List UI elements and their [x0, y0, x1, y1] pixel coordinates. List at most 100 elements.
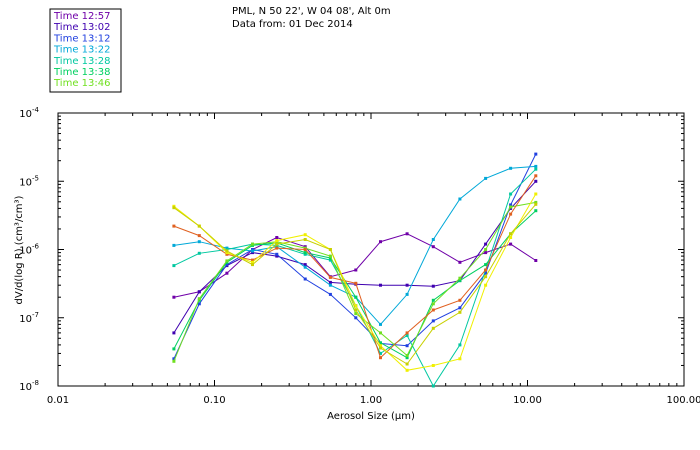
x-axis-title: Aerosol Size (μm) [327, 411, 415, 422]
data-point [197, 297, 201, 301]
data-point [303, 238, 307, 241]
data-point [328, 256, 332, 260]
data-point [484, 251, 488, 255]
data-point [379, 344, 382, 348]
data-point [458, 343, 462, 347]
data-point [303, 252, 307, 256]
y-axis: 10-410-510-610-710-8 [19, 106, 684, 393]
data-point [379, 240, 382, 244]
legend-entry: Time 13:38 [53, 67, 110, 78]
data-point [484, 242, 488, 246]
data-point [275, 239, 279, 243]
series-line-3 [173, 153, 537, 360]
x-tick-label: 0.10 [203, 395, 225, 406]
x-tick-label: 10.00 [513, 395, 542, 406]
data-point [405, 283, 409, 287]
data-point [509, 205, 513, 209]
x-tick-label: 0.01 [47, 395, 69, 406]
data-point [431, 326, 435, 330]
data-point [251, 242, 254, 246]
data-point [509, 232, 513, 236]
data-point [484, 271, 488, 275]
x-axis: 0.01 0.10 1.00 10.00 100.00 [47, 113, 700, 406]
data-point [197, 251, 201, 255]
data-point [509, 192, 513, 196]
data-point [225, 252, 229, 256]
y-tick-label-base: 10 [19, 314, 32, 325]
data-point [534, 174, 538, 178]
data-point [431, 302, 435, 306]
data-point [431, 238, 435, 241]
data-point [484, 176, 488, 180]
data-point [354, 281, 358, 285]
data-point [379, 351, 382, 355]
data-point [225, 271, 229, 275]
data-point [379, 331, 382, 335]
data-point [275, 236, 279, 239]
data-point [172, 359, 176, 363]
y-tick-label: 10-7 [19, 311, 39, 325]
legend-entry: Time 13:22 [53, 45, 110, 56]
data-point [458, 276, 462, 280]
data-point [354, 312, 358, 316]
data-point [379, 346, 382, 350]
data-point [534, 152, 538, 156]
data-point [197, 290, 201, 294]
data-point [328, 280, 332, 284]
data-point [197, 302, 201, 306]
y-tick-label: 10-6 [19, 243, 39, 257]
data-point [251, 260, 254, 264]
data-point [354, 304, 358, 308]
data-point [303, 265, 307, 269]
legend-entry: Time 13:02 [53, 22, 110, 33]
data-point [251, 258, 254, 262]
legend-entry: Time 13:12 [53, 33, 110, 44]
data-point [303, 263, 307, 267]
data-point [458, 298, 462, 302]
data-point [431, 298, 435, 302]
data-point [534, 179, 538, 183]
data-point [328, 275, 332, 279]
data-point [405, 292, 409, 296]
data-point [197, 298, 201, 302]
data-point [484, 275, 488, 279]
data-point [172, 264, 176, 268]
data-point [379, 341, 382, 345]
date-label: Data from: 01 Dec 2014 [232, 19, 353, 30]
data-point [458, 279, 462, 283]
data-point [405, 232, 409, 236]
series-line-4 [173, 165, 536, 326]
y-tick-label-base: 10 [19, 246, 32, 257]
data-point [458, 260, 462, 264]
data-point [225, 263, 229, 267]
data-point [275, 254, 279, 258]
y-tick-label-base: 10 [19, 109, 32, 120]
data-point [405, 368, 409, 372]
data-point [405, 356, 409, 360]
data-point [303, 248, 307, 251]
data-point [509, 212, 513, 216]
data-point [303, 251, 307, 255]
legend-entry: Time 13:28 [53, 56, 110, 67]
data-point [484, 248, 488, 251]
data-point [509, 203, 513, 207]
data-point [328, 292, 332, 296]
data-point [431, 245, 435, 249]
data-point [431, 364, 435, 367]
data-point [458, 197, 462, 201]
data-point [197, 240, 201, 244]
data-point [197, 234, 201, 238]
legend-entry: Time 12:57 [53, 11, 110, 22]
data-point [405, 331, 409, 335]
data-point [251, 263, 254, 267]
data-point [172, 347, 176, 351]
data-point [534, 192, 538, 196]
data-point [458, 310, 462, 314]
data-point [172, 224, 176, 228]
data-point [354, 308, 358, 312]
data-point [328, 283, 332, 287]
legend-entry: Time 13:46 [53, 78, 110, 89]
data-point [509, 236, 513, 239]
x-tick-label: 1.00 [360, 395, 382, 406]
y-tick-label-exponent: -6 [32, 243, 40, 251]
